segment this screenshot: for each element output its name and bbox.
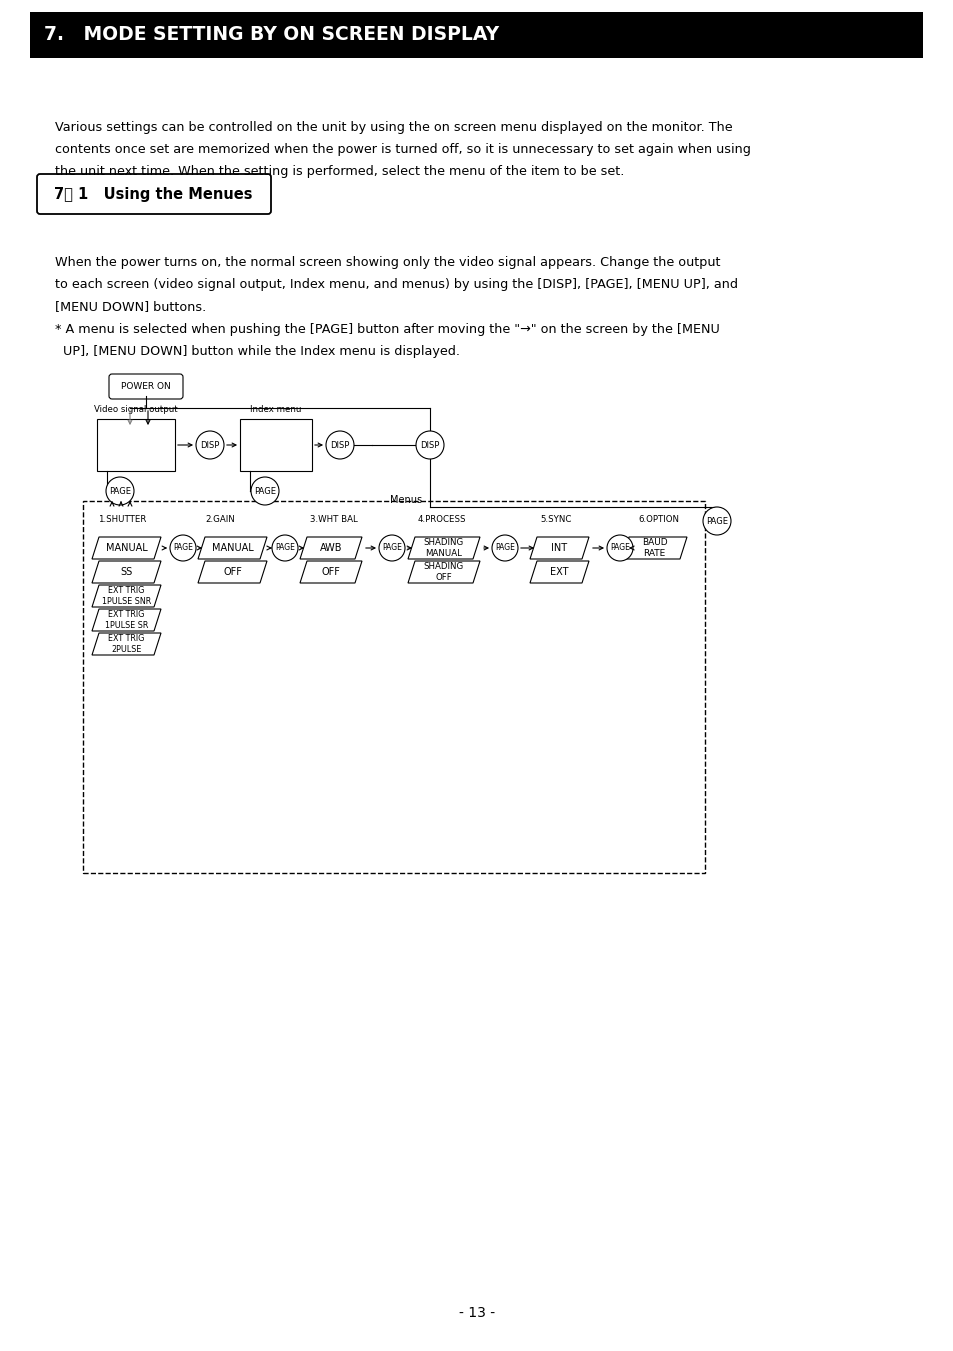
Polygon shape <box>91 536 161 559</box>
Text: EXT TRIG
1PULSE SNR: EXT TRIG 1PULSE SNR <box>102 586 151 605</box>
Polygon shape <box>408 561 479 584</box>
Text: DISP: DISP <box>420 440 439 450</box>
FancyBboxPatch shape <box>30 12 923 58</box>
Text: DISP: DISP <box>330 440 350 450</box>
Text: the unit next time. When the setting is performed, select the menu of the item t: the unit next time. When the setting is … <box>55 165 623 178</box>
Text: PAGE: PAGE <box>109 486 131 496</box>
Text: SHADING
MANUAL: SHADING MANUAL <box>423 538 464 558</box>
Text: to each screen (video signal output, Index menu, and menus) by using the [DISP],: to each screen (video signal output, Ind… <box>55 278 738 290</box>
Text: SHADING
OFF: SHADING OFF <box>423 562 464 582</box>
Text: 6.OPTION: 6.OPTION <box>638 515 679 523</box>
Polygon shape <box>530 561 588 584</box>
Text: 7.   MODE SETTING BY ON SCREEN DISPLAY: 7. MODE SETTING BY ON SCREEN DISPLAY <box>44 26 498 45</box>
Polygon shape <box>299 536 361 559</box>
FancyBboxPatch shape <box>97 419 174 471</box>
Text: 3.WHT BAL: 3.WHT BAL <box>310 515 357 523</box>
Text: DISP: DISP <box>200 440 219 450</box>
Text: PAGE: PAGE <box>495 543 515 553</box>
Text: AWB: AWB <box>319 543 342 553</box>
Circle shape <box>170 535 195 561</box>
Text: PAGE: PAGE <box>253 486 275 496</box>
Text: PAGE: PAGE <box>705 516 727 526</box>
Polygon shape <box>91 609 161 631</box>
FancyBboxPatch shape <box>109 374 183 399</box>
Text: MANUAL: MANUAL <box>212 543 253 553</box>
Text: Video signal output: Video signal output <box>94 405 177 413</box>
Text: 4.PROCESS: 4.PROCESS <box>417 515 466 523</box>
Circle shape <box>702 507 730 535</box>
Circle shape <box>416 431 443 459</box>
Polygon shape <box>91 561 161 584</box>
Text: PAGE: PAGE <box>609 543 629 553</box>
Text: UP], [MENU DOWN] button while the Index menu is displayed.: UP], [MENU DOWN] button while the Index … <box>55 345 459 358</box>
Polygon shape <box>621 536 686 559</box>
Text: - 13 -: - 13 - <box>458 1306 495 1320</box>
Text: Index menu: Index menu <box>250 405 301 413</box>
Text: 1.SHUTTER: 1.SHUTTER <box>98 515 146 523</box>
Polygon shape <box>91 634 161 655</box>
FancyBboxPatch shape <box>37 174 271 213</box>
Text: EXT TRIG
1PULSE SR: EXT TRIG 1PULSE SR <box>105 611 148 630</box>
Polygon shape <box>530 536 588 559</box>
Circle shape <box>492 535 517 561</box>
Text: When the power turns on, the normal screen showing only the video signal appears: When the power turns on, the normal scre… <box>55 255 720 269</box>
Text: OFF: OFF <box>223 567 242 577</box>
Polygon shape <box>198 561 267 584</box>
Circle shape <box>195 431 224 459</box>
Text: PAGE: PAGE <box>172 543 193 553</box>
Text: MANUAL: MANUAL <box>106 543 147 553</box>
Text: EXT TRIG
2PULSE: EXT TRIG 2PULSE <box>109 635 145 654</box>
Text: Various settings can be controlled on the unit by using the on screen menu displ: Various settings can be controlled on th… <box>55 122 732 134</box>
Polygon shape <box>408 536 479 559</box>
Text: 7． 1   Using the Menues: 7． 1 Using the Menues <box>54 186 253 201</box>
Text: [MENU DOWN] buttons.: [MENU DOWN] buttons. <box>55 300 206 313</box>
Circle shape <box>106 477 133 505</box>
Text: contents once set are memorized when the power is turned off, so it is unnecessa: contents once set are memorized when the… <box>55 143 750 155</box>
Polygon shape <box>91 585 161 607</box>
Polygon shape <box>198 536 267 559</box>
Circle shape <box>251 477 278 505</box>
Circle shape <box>272 535 297 561</box>
Text: INT: INT <box>551 543 567 553</box>
Text: 5.SYNC: 5.SYNC <box>539 515 571 523</box>
Text: PAGE: PAGE <box>381 543 401 553</box>
Text: EXT: EXT <box>550 567 568 577</box>
Text: * A menu is selected when pushing the [PAGE] button after moving the "→" on the : * A menu is selected when pushing the [P… <box>55 323 720 336</box>
Text: PAGE: PAGE <box>274 543 294 553</box>
Text: OFF: OFF <box>321 567 340 577</box>
Text: BAUD
RATE: BAUD RATE <box>641 538 666 558</box>
Circle shape <box>606 535 633 561</box>
Text: POWER ON: POWER ON <box>121 382 171 390</box>
FancyBboxPatch shape <box>83 501 704 873</box>
FancyBboxPatch shape <box>240 419 312 471</box>
Text: 2.GAIN: 2.GAIN <box>205 515 234 523</box>
Text: SS: SS <box>120 567 132 577</box>
Text: Menus: Menus <box>390 494 421 505</box>
Circle shape <box>378 535 405 561</box>
Circle shape <box>326 431 354 459</box>
Polygon shape <box>299 561 361 584</box>
